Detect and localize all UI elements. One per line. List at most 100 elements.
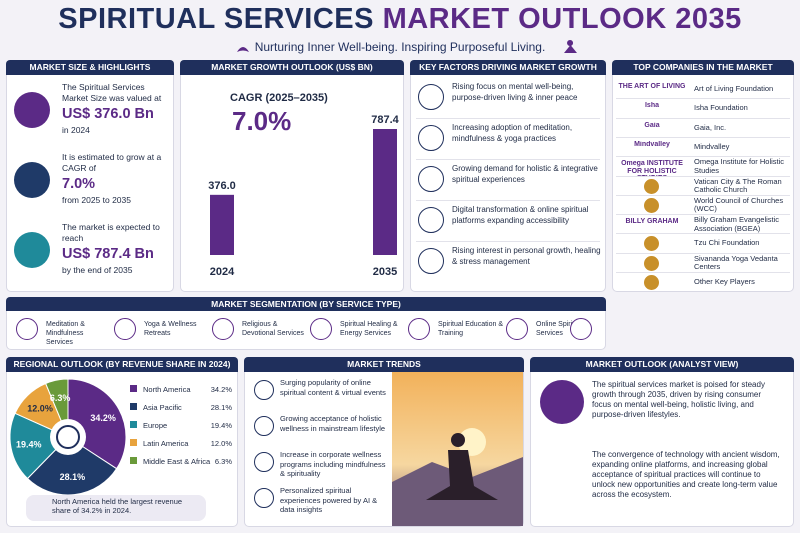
icon [570, 318, 592, 340]
icon [644, 197, 659, 213]
segment-text: Spiritual Education & Training [438, 321, 503, 337]
icon [644, 178, 659, 194]
legend-swatch [130, 385, 137, 392]
pie-chart: 34.2% North America 34.2% 28.1% Asia Pacific… [9, 378, 233, 521]
divider [616, 156, 790, 158]
legend-label: Latin America [143, 439, 189, 448]
legend-value: 19.4% [211, 421, 233, 430]
icon [114, 318, 136, 340]
company-name: Art of Living Foundation [694, 84, 774, 93]
icon [418, 84, 444, 110]
divider [616, 117, 790, 119]
panel-header: TOP COMPANIES IN THE MARKET [612, 60, 794, 75]
panel-header: MARKET GROWTH OUTLOOK (US$ BN) [180, 60, 404, 75]
company-name: Tzu Chi Foundation [694, 238, 760, 248]
divider [416, 241, 600, 242]
legend-value: 34.2% [211, 385, 233, 394]
company-name: Vatican City & The Roman Catholic Church [694, 176, 782, 194]
bar [373, 129, 397, 255]
analyst-text: The spiritual services market is poised … [592, 380, 765, 419]
divider [616, 175, 790, 177]
legend-label: Europe [143, 421, 167, 430]
divider [416, 200, 600, 201]
company-name: Isha Foundation [694, 103, 748, 113]
slice-label: 28.1% [60, 472, 86, 482]
segment-header: MARKET SEGMENTATION (BY SERVICE TYPE) [6, 297, 606, 311]
panel-header: REGIONAL OUTLOOK (BY REVENUE SHARE IN 20… [6, 357, 238, 372]
title-part: MARKET OUTLOOK 2035 [382, 3, 742, 35]
factor-text: Rising interest in personal growth, heal… [452, 246, 601, 266]
category-label: 2024 [210, 266, 235, 278]
globe [56, 425, 80, 449]
icon [418, 125, 444, 151]
icon [644, 236, 659, 252]
company-logo: THE ART OF LIVING [618, 83, 686, 90]
category-label: 2035 [373, 266, 397, 278]
icon [212, 318, 234, 340]
icon [254, 488, 274, 508]
divider [616, 233, 790, 235]
icon [14, 232, 50, 268]
icon [540, 380, 584, 424]
icon [14, 92, 50, 128]
company-name: World Council of Churches (WCC) [694, 195, 784, 214]
segment-text: Meditation & Mindfulness Services [46, 321, 85, 346]
divider [616, 98, 790, 100]
legend-swatch [130, 439, 137, 446]
company-logo: BILLY GRAHAM [625, 218, 679, 226]
value-label: 376.0 [208, 180, 236, 192]
factor-text: Growing demand for holistic & integrativ… [452, 164, 598, 184]
icon [506, 318, 528, 340]
value-label: 787.4 [371, 114, 399, 126]
slice-label: 6.3% [50, 393, 71, 403]
pie-slice [9, 412, 69, 480]
divider [616, 194, 790, 196]
analyst-text: The convergence of technology with ancie… [592, 450, 780, 499]
factor-text: Rising focus on mental well-being, purpo… [452, 82, 578, 102]
divider [616, 272, 790, 273]
divider [416, 159, 600, 160]
icon [254, 416, 274, 436]
divider [416, 118, 600, 119]
divider [616, 214, 790, 216]
icon [254, 452, 274, 472]
trend-text: Personalized spiritual experiences power… [280, 486, 378, 514]
icon [418, 207, 444, 233]
divider [616, 252, 790, 254]
icon [644, 255, 659, 271]
note: North America held the largest revenue s… [52, 497, 183, 515]
factor-text: Digital transformation & online spiritua… [452, 205, 589, 225]
highlight-value: 7.0% [62, 176, 96, 192]
slice-label: 19.4% [16, 439, 42, 449]
legend-label: Asia Pacific [143, 403, 182, 412]
panel-header: MARKET OUTLOOK (ANALYST VIEW) [530, 357, 794, 372]
cagr-label: CAGR (2025–2035) [230, 92, 328, 104]
legend-value: 12.0% [211, 439, 233, 448]
bar [210, 194, 234, 255]
legend-swatch [130, 421, 137, 428]
trend-text: Surging popularity of online spiritual c… [280, 378, 386, 397]
photo [392, 372, 523, 526]
highlight-note: in 2024 [62, 125, 90, 135]
slice-label: 34.2% [90, 413, 116, 423]
icon [16, 318, 38, 340]
company-name: Sivananda Yoga Vedanta Centers [694, 253, 778, 272]
legend-label: North America [143, 385, 191, 394]
subtitle: Nurturing Inner Well-being. Inspiring Pu… [254, 40, 546, 54]
company-name: Other Key Players [694, 277, 755, 286]
highlight-value: US$ 376.0 Bn [62, 106, 154, 122]
divider [616, 136, 790, 138]
segment-text: Religious & Devotional Services [242, 321, 304, 337]
company-logo: Gaia [644, 121, 660, 129]
segment-text: Spiritual Healing & Energy Services [340, 321, 398, 337]
company-name: Mindvalley [694, 141, 730, 151]
highlight-text: It is estimated to grow at a CAGR of [62, 152, 162, 173]
title: SPIRITUAL SERVICES MARKET OUTLOOK 2035 [0, 3, 800, 36]
legend-swatch [130, 457, 137, 464]
segment-text: Yoga & Wellness Retreats [144, 321, 197, 337]
slice-label: 12.0% [27, 403, 53, 413]
trend-text: Increase in corporate wellness programs … [280, 450, 386, 478]
company-logo: Mindvalley [634, 140, 670, 148]
segment-text: Online Spiritual Services [536, 321, 584, 337]
